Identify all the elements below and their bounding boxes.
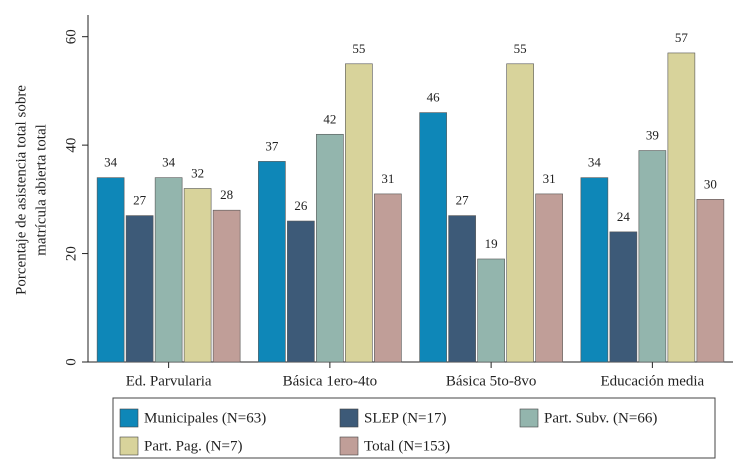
legend-box: [112, 397, 716, 459]
y-axis-label: Porcentaje de asistencia total sobre: [13, 85, 29, 295]
x-tick-label: Básica 1ero-4to: [283, 373, 378, 389]
value-label: 37: [265, 138, 279, 153]
bar: [287, 220, 315, 363]
legend-label: Part. Pag. (N=7): [144, 438, 242, 454]
bar: [506, 63, 534, 363]
legend-swatch: [119, 436, 139, 456]
bar: [638, 150, 667, 363]
legend-swatch: [119, 408, 139, 428]
bar: [696, 199, 725, 363]
y-tick-label: 0: [63, 358, 79, 366]
x-tick-label: Básica 5to-8vo: [446, 373, 536, 389]
bar: [212, 209, 241, 363]
value-label: 42: [323, 111, 336, 126]
x-tick-label: Ed. Parvularia: [126, 373, 212, 389]
value-label: 34: [162, 155, 176, 170]
bar: [183, 188, 212, 363]
value-label: 26: [294, 198, 308, 213]
y-tick-label: 40: [63, 138, 79, 153]
legend-label: Total (N=153): [364, 438, 450, 454]
bar: [535, 193, 563, 363]
bar: [96, 177, 125, 363]
value-label: 34: [588, 155, 602, 170]
value-label: 39: [646, 128, 659, 143]
value-label: 55: [352, 41, 365, 56]
bar: [580, 177, 609, 363]
bar: [125, 215, 154, 363]
value-label: 24: [617, 209, 631, 224]
value-label: 57: [675, 30, 689, 45]
y-axis-label: matrícula abierta total: [33, 124, 49, 256]
value-label: 34: [104, 155, 118, 170]
value-label: 31: [381, 171, 394, 186]
value-label: 30: [704, 176, 717, 191]
bar: [419, 112, 447, 363]
value-label: 28: [220, 187, 233, 202]
bar: [477, 258, 505, 363]
value-label: 27: [456, 193, 470, 208]
y-tick-label: 60: [63, 29, 79, 44]
legend-swatch: [339, 408, 359, 428]
legend-label: Part. Subv. (N=66): [544, 410, 657, 426]
value-label: 55: [514, 41, 527, 56]
bar: [316, 133, 344, 363]
value-label: 27: [133, 193, 147, 208]
bar: [667, 52, 696, 363]
bar: [258, 161, 286, 363]
bar: [154, 177, 183, 363]
legend-label: SLEP (N=17): [364, 410, 447, 426]
legend-swatch: [339, 436, 359, 456]
value-label: 31: [543, 171, 556, 186]
bar: [374, 193, 402, 363]
bar: [448, 215, 476, 363]
y-tick-label: 20: [63, 246, 79, 261]
value-label: 19: [485, 236, 498, 251]
bar: [609, 231, 638, 363]
x-tick-label: Educación media: [601, 373, 705, 389]
value-label: 46: [427, 90, 441, 105]
legend-label: Municipales (N=63): [144, 410, 266, 426]
value-label: 32: [191, 165, 204, 180]
bar: [345, 63, 373, 363]
legend-swatch: [519, 408, 539, 428]
